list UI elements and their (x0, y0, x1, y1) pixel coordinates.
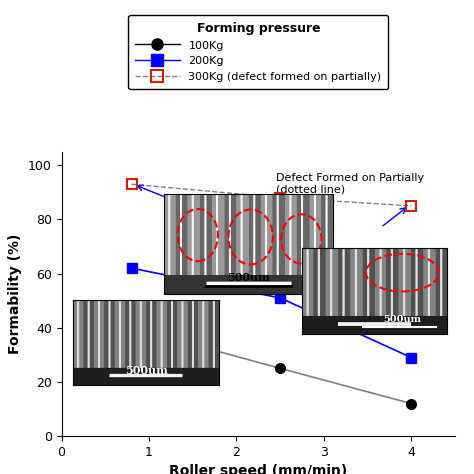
Text: Defect Formed on Partially
(dotted line): Defect Formed on Partially (dotted line) (276, 173, 424, 195)
X-axis label: Roller speed (mm/min): Roller speed (mm/min) (169, 465, 347, 474)
Y-axis label: Formability (%): Formability (%) (9, 234, 22, 354)
Legend: 100Kg, 200Kg, 300Kg (defect formed on partially): 100Kg, 200Kg, 300Kg (defect formed on pa… (128, 15, 388, 89)
